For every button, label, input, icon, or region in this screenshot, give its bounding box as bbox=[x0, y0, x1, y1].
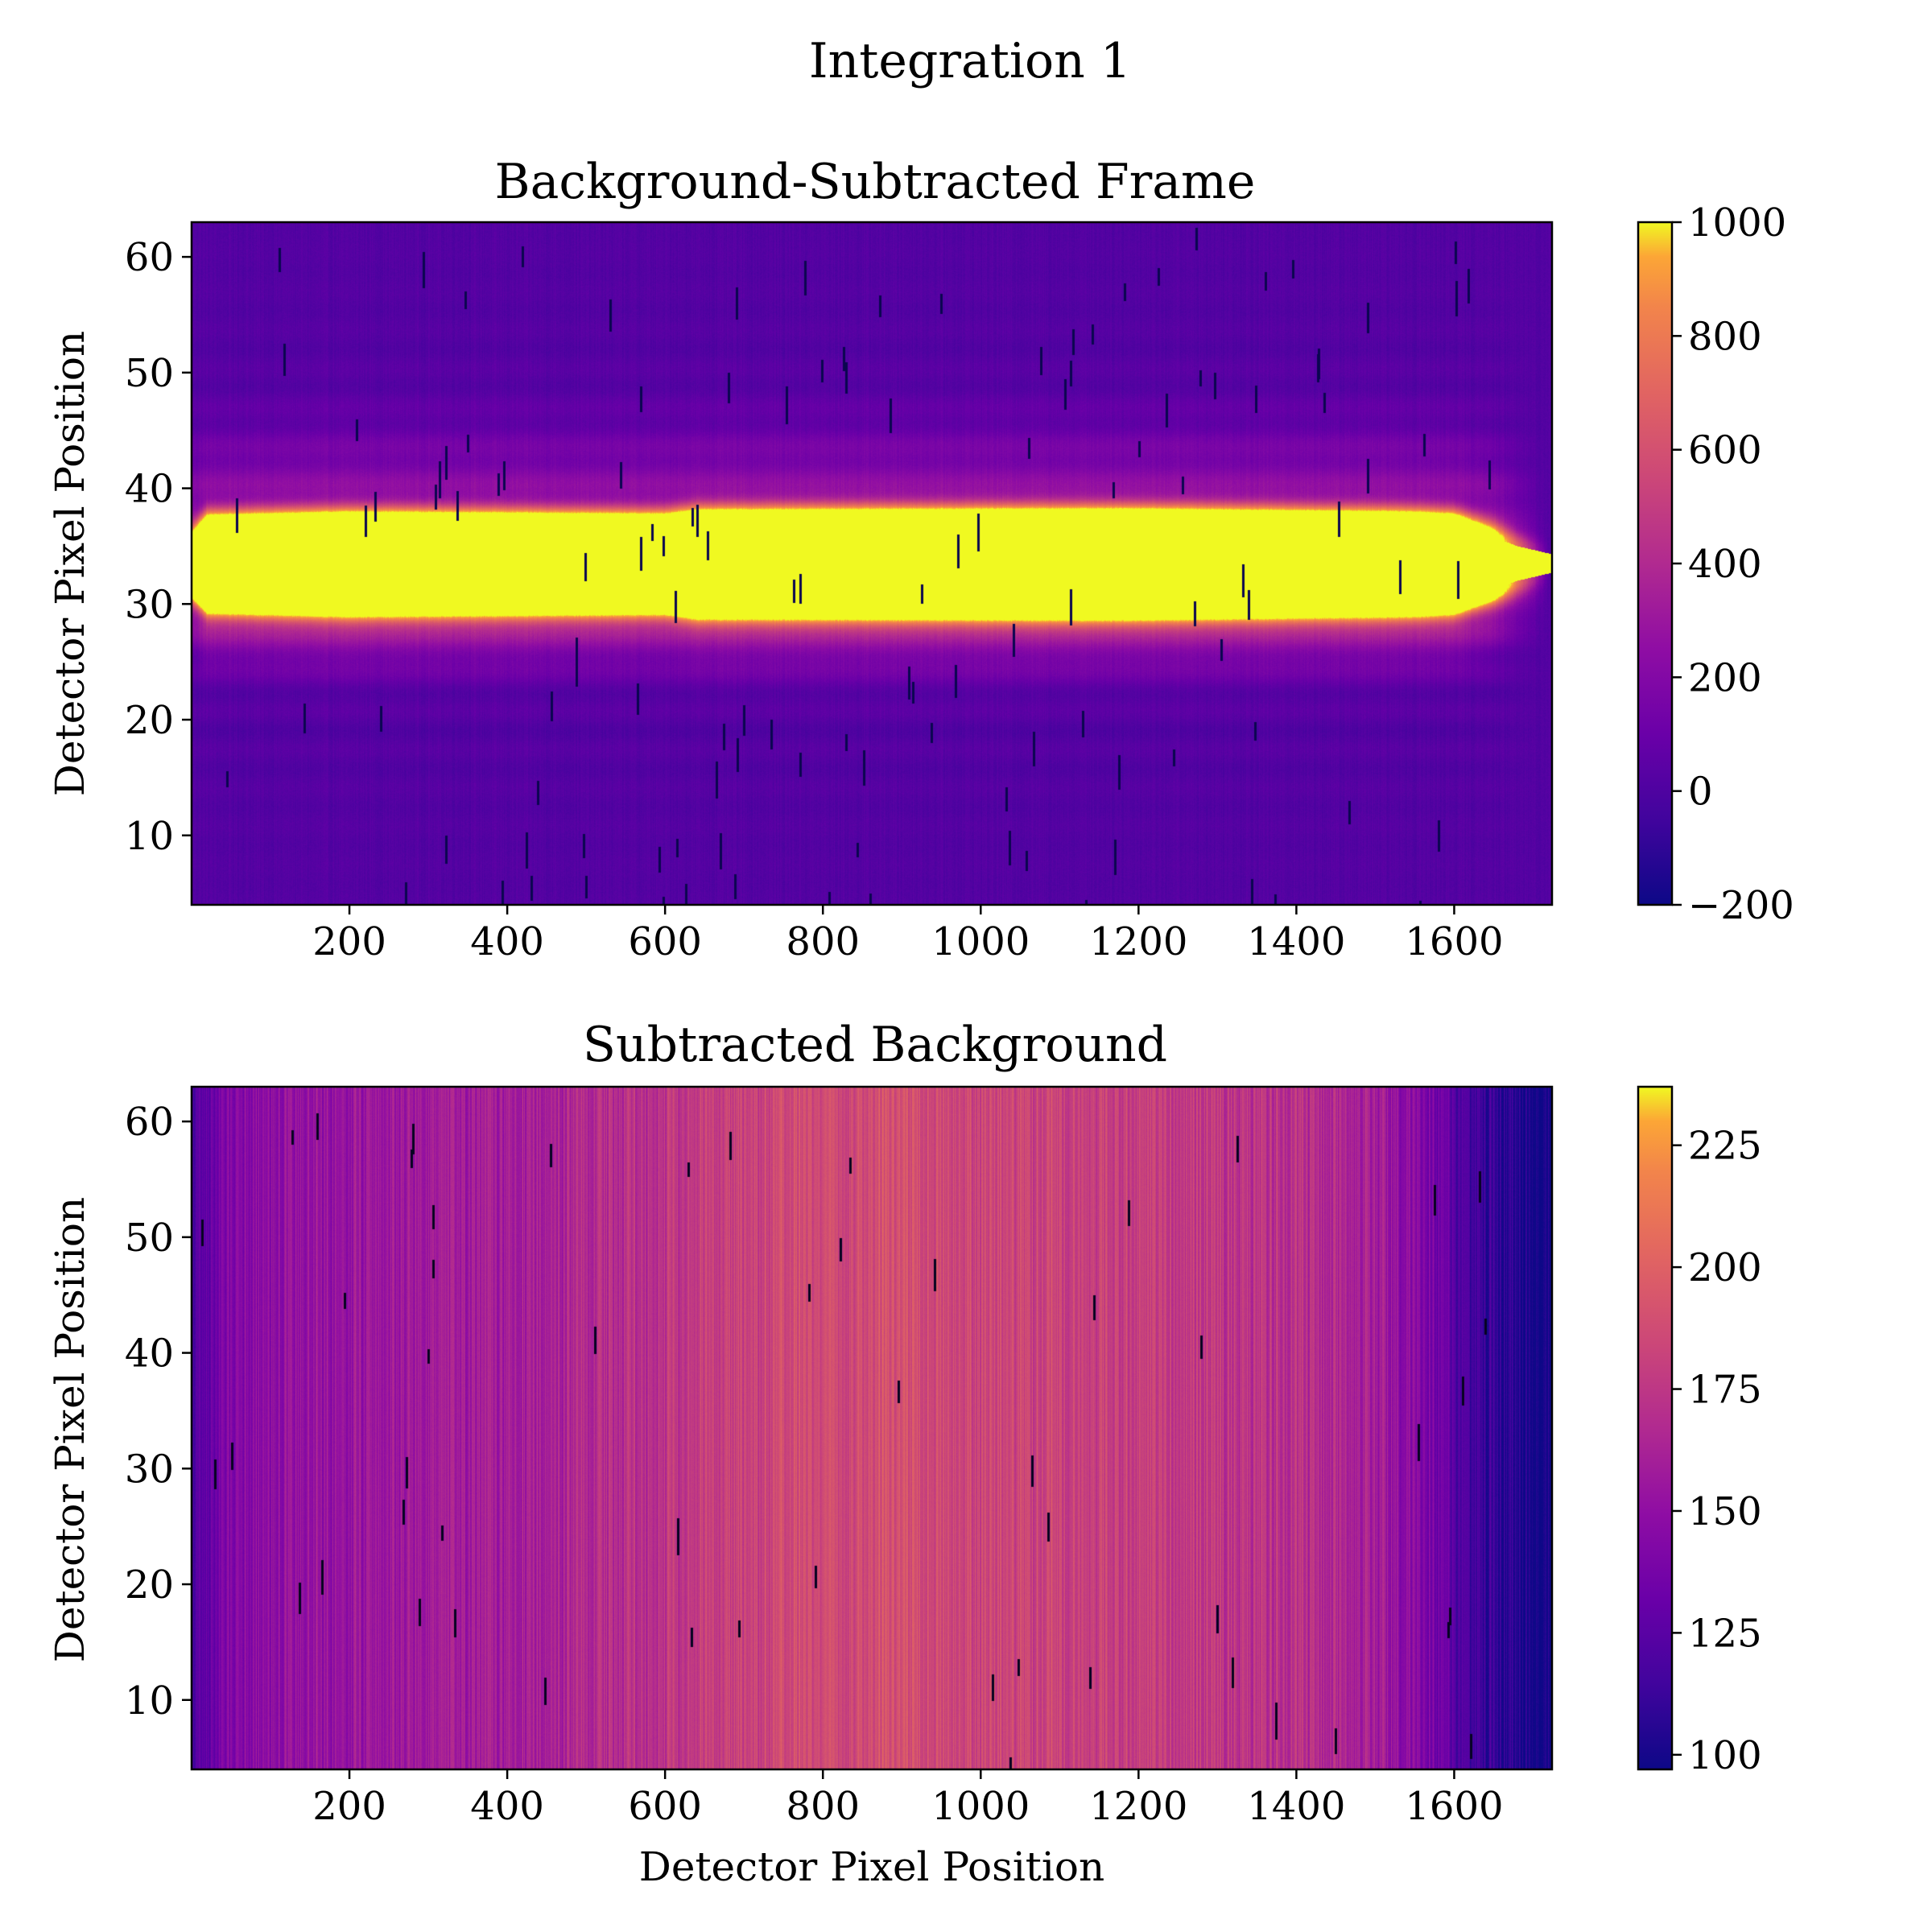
colorbar-tick-label: 100 bbox=[1688, 1733, 1762, 1778]
x-tick-label: 200 bbox=[312, 919, 386, 964]
panel-2-title: Subtracted Background bbox=[583, 1017, 1167, 1073]
panel-1-heatmap-canvas bbox=[192, 222, 1552, 905]
x-tick-label: 1600 bbox=[1405, 1784, 1503, 1829]
colorbar-tick-label: 200 bbox=[1688, 1245, 1762, 1290]
x-tick-label: 800 bbox=[786, 1784, 860, 1829]
panel-2-heatmap-canvas bbox=[192, 1087, 1552, 1769]
colorbar-tick-label: 150 bbox=[1688, 1489, 1762, 1534]
panel-2-x-ticks: 200 400 600 800 1000 1200 1400 1600 bbox=[312, 1769, 1504, 1829]
panel-1-border bbox=[190, 221, 1554, 906]
x-tick-label: 1200 bbox=[1089, 919, 1187, 964]
figure-title: Integration 1 bbox=[809, 33, 1131, 89]
x-tick-label: 1400 bbox=[1247, 919, 1345, 964]
colorbar-tick-label: 400 bbox=[1688, 542, 1762, 587]
x-tick-label: 800 bbox=[786, 919, 860, 964]
x-tick-label: 600 bbox=[628, 919, 702, 964]
panel-1-heatmap bbox=[192, 222, 1552, 905]
panel-2-x-axis-label: Detector Pixel Position bbox=[639, 1843, 1104, 1890]
y-tick-label: 30 bbox=[125, 1447, 174, 1492]
y-tick-label: 20 bbox=[125, 1563, 174, 1608]
y-tick-label: 40 bbox=[125, 467, 174, 512]
x-tick-label: 1400 bbox=[1247, 1784, 1345, 1829]
y-tick-label: 10 bbox=[125, 1678, 174, 1724]
panel-2-colorbar: 100 125 150 175 200 225 bbox=[1637, 1085, 1762, 1778]
y-tick-label: 60 bbox=[125, 1100, 174, 1145]
colorbar-tick-label: 225 bbox=[1688, 1124, 1762, 1169]
colorbar-tick-label: 175 bbox=[1688, 1368, 1762, 1413]
x-tick-label: 400 bbox=[470, 919, 544, 964]
colorbar-tick-label: 200 bbox=[1688, 655, 1762, 700]
panel-1-colorbar-gradient bbox=[1637, 221, 1674, 906]
y-tick-label: 50 bbox=[125, 351, 174, 396]
colorbar-tick-label: 125 bbox=[1688, 1611, 1762, 1656]
y-tick-label: 50 bbox=[125, 1216, 174, 1261]
x-tick-label: 1000 bbox=[931, 919, 1030, 964]
x-tick-label: 600 bbox=[628, 1784, 702, 1829]
y-tick-label: 40 bbox=[125, 1331, 174, 1377]
panel-2-colorbar-gradient bbox=[1637, 1085, 1674, 1771]
x-tick-label: 200 bbox=[312, 1784, 386, 1829]
colorbar-tick-label: 600 bbox=[1688, 428, 1762, 473]
panel-2-colorbar-ticks: 100 125 150 175 200 225 bbox=[1672, 1124, 1762, 1778]
panel-2-y-axis-label: Detector Pixel Position bbox=[47, 1197, 93, 1662]
colorbar-tick-label: 1000 bbox=[1688, 200, 1786, 246]
panel-2-border bbox=[190, 1085, 1554, 1771]
colorbar-tick-label: 0 bbox=[1688, 770, 1713, 815]
panel-2-heatmap bbox=[192, 1087, 1552, 1769]
panel-1-colorbar: −200 0 200 400 600 800 1000 bbox=[1637, 200, 1794, 928]
panel-1-title: Background-Subtracted Frame bbox=[495, 154, 1256, 210]
colorbar-tick-label: −200 bbox=[1688, 883, 1794, 928]
y-tick-label: 60 bbox=[125, 235, 174, 280]
panel-background: Subtracted Background 200 400 600 800 1000 12… bbox=[47, 1017, 1762, 1890]
x-tick-label: 1000 bbox=[931, 1784, 1030, 1829]
y-tick-label: 30 bbox=[125, 582, 174, 627]
x-tick-label: 400 bbox=[470, 1784, 544, 1829]
x-tick-label: 1200 bbox=[1089, 1784, 1187, 1829]
y-tick-label: 10 bbox=[125, 814, 174, 859]
panel-2-y-ticks: 10 20 30 40 50 60 bbox=[125, 1100, 192, 1724]
panel-1-colorbar-ticks: −200 0 200 400 600 800 1000 bbox=[1672, 200, 1794, 928]
colorbar-tick-label: 800 bbox=[1688, 314, 1762, 359]
panel-1-y-axis-label: Detector Pixel Position bbox=[47, 331, 93, 796]
x-tick-label: 1600 bbox=[1405, 919, 1503, 964]
y-tick-label: 20 bbox=[125, 698, 174, 743]
panel-1-x-ticks: 200 400 600 800 1000 1200 1400 1600 bbox=[312, 905, 1504, 964]
panel-1-y-ticks: 10 20 30 40 50 60 bbox=[125, 235, 192, 859]
panel-frame: Background-Subtracted Frame 200 400 600 800… bbox=[47, 154, 1794, 964]
